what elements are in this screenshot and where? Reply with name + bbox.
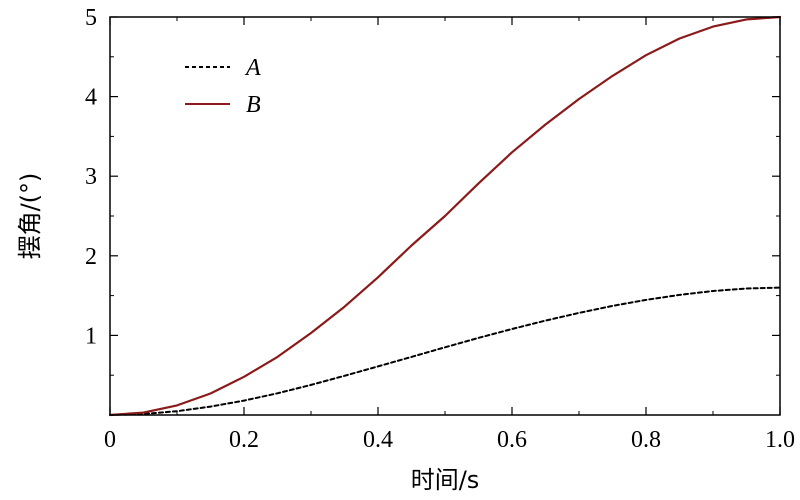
x-tick-label: 1.0 [765, 427, 795, 453]
legend: A B [185, 55, 261, 118]
y-tick-label: 2 [85, 244, 97, 270]
x-tick-label: 0.8 [631, 427, 661, 453]
y-axis-label: 摆角/(°) [16, 173, 44, 260]
x-tick-label: 0 [104, 427, 116, 453]
y-tick-label: 1 [85, 323, 97, 349]
legend-label-a: A [244, 55, 261, 81]
x-axis-label: 时间/s [411, 466, 480, 494]
x-tick-label: 0.6 [497, 427, 527, 453]
y-tick-label: 5 [85, 5, 97, 31]
y-tick-label: 4 [85, 85, 97, 111]
y-tick-label: 3 [85, 164, 97, 190]
series-line-a [109, 286, 781, 416]
plot-frame [109, 16, 781, 416]
x-tick-label: 0.2 [229, 427, 259, 453]
x-tick-label: 0.4 [363, 427, 393, 453]
series-line-b [108, 15, 782, 417]
legend-label-b: B [246, 92, 261, 118]
